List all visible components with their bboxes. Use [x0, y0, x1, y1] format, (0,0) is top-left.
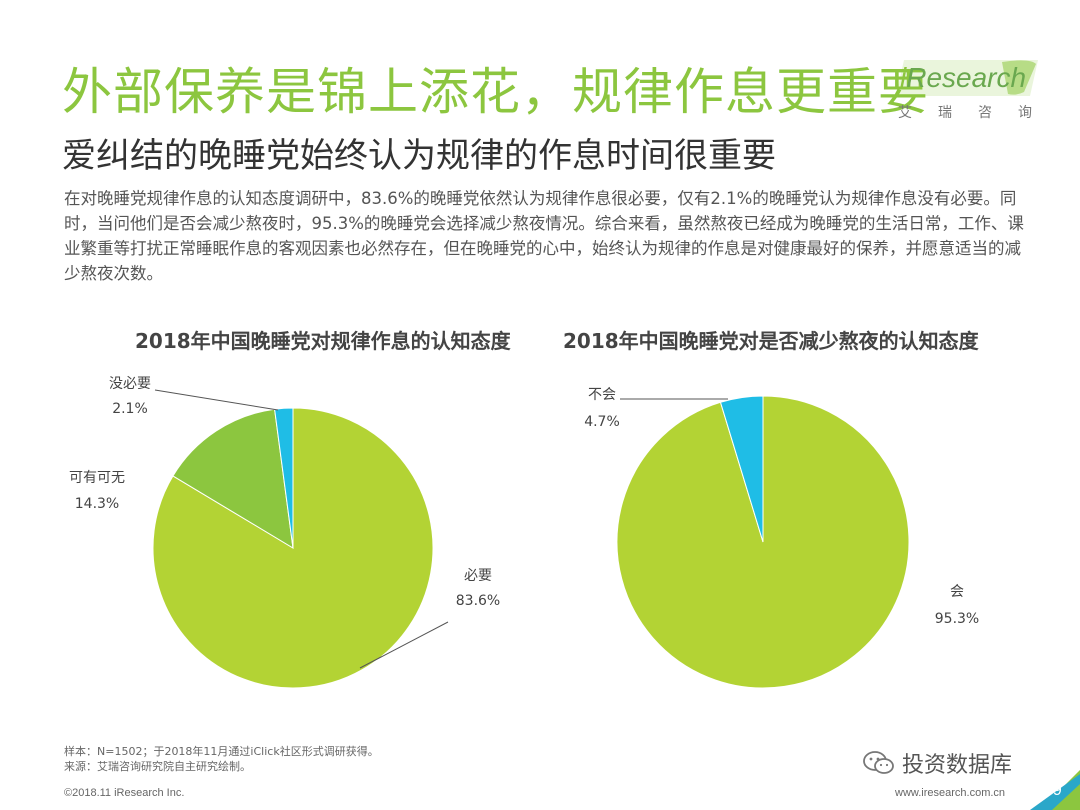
iresearch-logo: iResearch 艾 瑞 咨 询 [890, 56, 1040, 126]
page-number: 39 [1044, 782, 1062, 799]
chart-1-slice-label-2: 没必要 [109, 376, 151, 392]
logo-cn-char: 艾 [898, 105, 912, 121]
iresearch-logo-icon [896, 60, 1038, 96]
logo-wordmark: iResearch [900, 62, 1026, 94]
chart-1-slice-label-0: 必要 [464, 568, 492, 584]
description-paragraph: 在对晚睡党规律作息的认知态度调研中，83.6%的晚睡党依然认为规律作息很必要，仅… [64, 189, 1024, 283]
chart-1-slice-1 [172, 408, 294, 549]
website-url: www.iresearch.com.cn [895, 787, 1006, 799]
chart-2-slice-label-1: 不会 [588, 387, 616, 403]
chart-2-slice-value-0: 95.3% [935, 611, 979, 627]
logo-cn-char: 瑞 [938, 105, 952, 121]
wechat-icon [863, 751, 894, 774]
chart-2-slice-1 [719, 395, 764, 543]
chart-1-slice-value-2: 2.1% [112, 401, 148, 417]
chart-1-slice-label-1: 可有可无 [69, 470, 125, 486]
logo-cn-char: 咨 [978, 105, 992, 121]
chart-2-slice-value-1: 4.7% [584, 414, 620, 430]
page-corner-decoration [1030, 770, 1080, 810]
watermark: 投资数据库 [862, 746, 1032, 780]
footnote-sample: 样本：N=1502；于2018年11月通过iClick社区形式调研获得。 [64, 745, 379, 758]
chart-1-slice-value-1: 14.3% [75, 496, 119, 512]
chart-1-slice-value-0: 83.6% [456, 593, 500, 609]
chart-1-leader-line-2 [154, 389, 279, 411]
logo-word-rest: Research [906, 62, 1027, 93]
logo-cn: 艾 瑞 咨 询 [898, 102, 1032, 122]
footnote-source: 来源：艾瑞咨询研究院自主研究绘制。 [64, 760, 251, 773]
logo-cn-char: 询 [1018, 105, 1032, 121]
chart-1-title: 2018年中国晚睡党对规律作息的认知态度 [135, 329, 511, 353]
chart-2-title: 2018年中国晚睡党对是否减少熬夜的认知态度 [563, 329, 979, 353]
watermark-text: 投资数据库 [902, 753, 1013, 778]
page-title: 外部保养是锦上添花，规律作息更重要 [62, 63, 929, 121]
copyright: ©2018.11 iResearch Inc. [64, 787, 185, 799]
chart-1-leader-line-0 [359, 621, 449, 669]
logo-word-prefix: i [900, 62, 907, 93]
chart-2-slice-label-0: 会 [950, 584, 964, 600]
page-subtitle: 爱纠结的晚睡党始终认为规律的作息时间很重要 [62, 136, 776, 176]
